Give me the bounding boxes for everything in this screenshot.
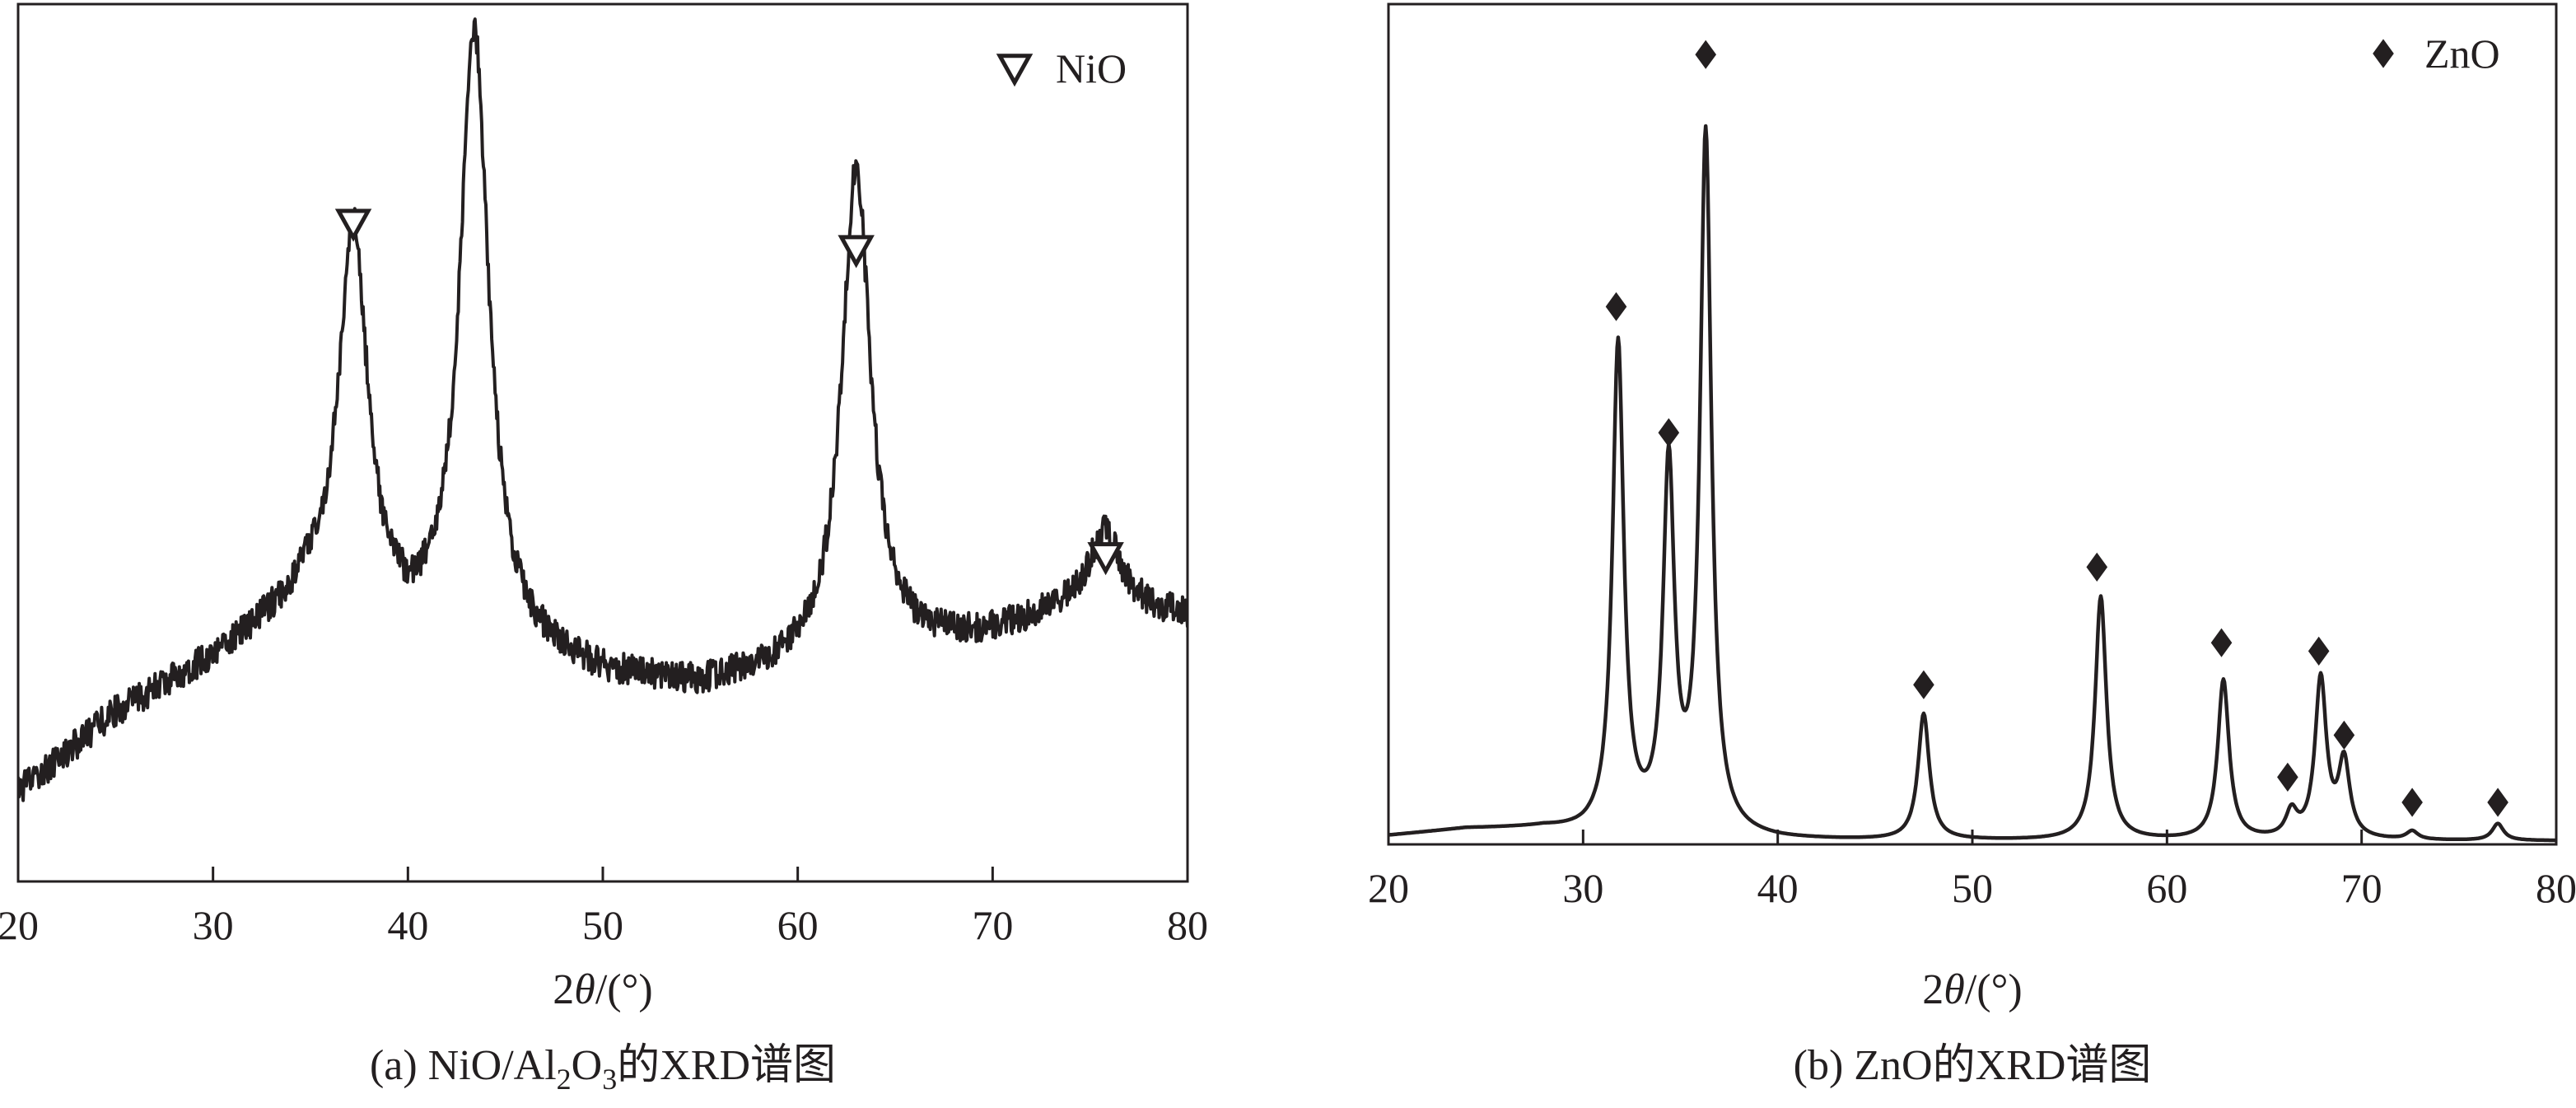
peak-marker xyxy=(2308,636,2330,666)
panel-caption: (a) NiO/Al2O3的XRD谱图 xyxy=(370,1042,836,1096)
peak-marker xyxy=(2333,720,2355,750)
x-tick-label: 30 xyxy=(1562,865,1603,911)
peak-marker xyxy=(838,235,875,269)
peak-marker xyxy=(1605,292,1627,321)
panel-caption: (b) ZnO的XRD谱图 xyxy=(1794,1042,2152,1089)
chart-panel-b: 20 30 40 50 60 70 80 2θ/(°) ZnO (b) ZnO的XRD谱图 xyxy=(1368,2,2576,1089)
peak-marker xyxy=(2086,552,2108,582)
x-tick-label: 20 xyxy=(0,902,39,948)
peak-marker xyxy=(1658,418,1680,447)
x-tick-label: 80 xyxy=(2536,865,2576,911)
peak-marker xyxy=(1695,40,1717,69)
peak-marker xyxy=(334,208,372,242)
peak-marker xyxy=(2210,628,2233,657)
chart-panel-a: 20 30 40 50 60 70 80 2θ/(°) NiO (a) NiO/Al2O3的XRD… xyxy=(0,2,1208,1096)
legend-marker xyxy=(2373,39,2394,68)
x-tick-label: 70 xyxy=(2341,865,2382,911)
x-axis-label: 2θ/(°) xyxy=(1922,966,2022,1013)
plot-frame xyxy=(1387,2,2558,846)
x-tick-label: 20 xyxy=(1368,865,1409,911)
series-line xyxy=(18,17,1188,802)
x-tick-label: 40 xyxy=(387,902,428,948)
x-tick-label: 80 xyxy=(1167,902,1208,948)
peak-marker xyxy=(1913,670,1934,699)
x-tick-label: 60 xyxy=(777,902,819,948)
x-tick-label: 60 xyxy=(2146,865,2187,911)
peak-marker xyxy=(2487,788,2508,817)
x-axis-label: 2θ/(°) xyxy=(553,966,652,1013)
x-tick-label: 30 xyxy=(193,902,234,948)
plot-frame xyxy=(16,2,1189,883)
legend-label: ZnO xyxy=(2424,30,2500,77)
legend-marker xyxy=(996,54,1034,87)
x-tick-label: 50 xyxy=(582,902,623,948)
peak-marker xyxy=(2401,788,2423,817)
x-tick-label: 70 xyxy=(972,902,1013,948)
legend-label: NiO xyxy=(1056,45,1127,91)
series-line xyxy=(1388,124,2556,843)
x-tick-label: 50 xyxy=(1952,865,1993,911)
peak-marker xyxy=(2277,762,2298,792)
x-tick-label: 40 xyxy=(1757,865,1799,911)
peak-marker xyxy=(1087,542,1124,576)
